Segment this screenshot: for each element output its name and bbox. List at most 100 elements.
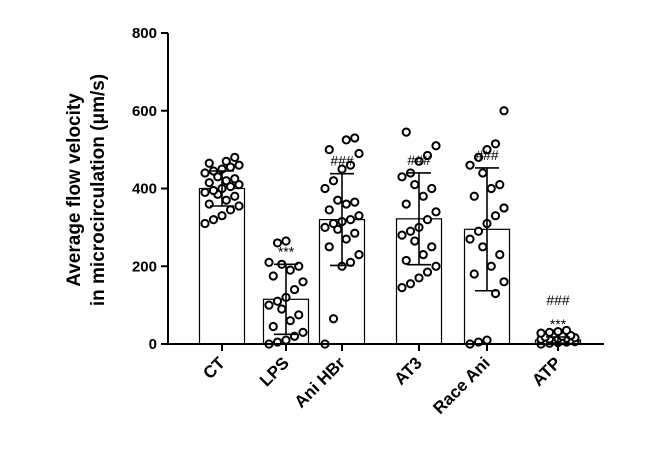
data-point	[341, 234, 351, 244]
data-point	[337, 164, 347, 174]
data-point	[217, 211, 227, 221]
data-point	[268, 321, 278, 332]
x-tick-label: Race Ani	[429, 353, 493, 417]
y-tick-label: 600	[132, 103, 157, 120]
data-point	[431, 141, 441, 151]
data-point	[486, 261, 496, 271]
data-point	[324, 242, 334, 252]
data-point	[272, 296, 283, 306]
data-point	[264, 300, 274, 310]
data-point	[490, 288, 501, 299]
data-point	[350, 133, 360, 143]
data-point	[234, 201, 244, 211]
data-point	[414, 273, 424, 283]
data-point	[324, 205, 334, 215]
data-point	[478, 242, 488, 252]
data-point	[427, 242, 437, 252]
data-point	[208, 185, 219, 196]
y-tick-label: 800	[132, 25, 157, 42]
data-point	[482, 335, 492, 345]
data-point	[324, 145, 334, 155]
x-tick-label: ATP	[528, 353, 565, 390]
significance-label: ***	[550, 316, 567, 332]
data-point	[422, 150, 433, 161]
data-point	[431, 261, 441, 271]
data-point	[431, 207, 441, 217]
data-point	[345, 160, 356, 170]
data-point	[410, 180, 420, 190]
data-point	[490, 139, 501, 149]
data-point	[221, 195, 231, 205]
data-point	[345, 215, 356, 225]
data-point	[200, 187, 210, 197]
data-point	[427, 183, 437, 194]
data-point	[230, 174, 240, 184]
data-point	[328, 176, 339, 186]
data-point	[422, 267, 433, 277]
data-point	[341, 135, 351, 145]
data-point	[397, 230, 407, 240]
data-point	[328, 218, 339, 229]
data-point	[354, 148, 364, 159]
data-point	[268, 271, 278, 281]
data-point	[499, 277, 509, 287]
data-point	[405, 279, 416, 289]
y-tick-label: 200	[132, 258, 157, 275]
data-point	[536, 328, 546, 338]
y-axis-title-line-1: Average flow velocity	[64, 93, 85, 287]
data-point	[320, 183, 330, 194]
data-point	[234, 180, 244, 190]
data-point	[397, 283, 407, 293]
x-tick-label: Ani HBr	[291, 353, 349, 411]
data-point	[418, 249, 428, 260]
data-point	[285, 316, 295, 326]
data-point	[354, 249, 364, 260]
data-point	[410, 236, 420, 246]
data-point	[298, 327, 308, 337]
data-point	[281, 335, 291, 345]
data-point	[499, 203, 509, 213]
y-tick-label: 400	[132, 181, 157, 198]
data-point	[281, 236, 291, 246]
data-point	[422, 215, 433, 225]
data-point	[200, 218, 210, 229]
data-point	[486, 183, 496, 194]
x-tick-label: AT3	[391, 353, 426, 388]
x-tick-label: CT	[199, 353, 229, 383]
data-point	[221, 156, 231, 166]
data-point	[401, 127, 411, 137]
data-point	[298, 277, 308, 287]
data-point	[225, 181, 236, 192]
y-axis-title: Average flow velocity in microcirculatio…	[64, 74, 109, 306]
y-tick-label: 0	[149, 336, 157, 353]
data-point	[495, 180, 505, 190]
data-point	[397, 172, 407, 182]
data-point	[294, 310, 304, 320]
data-point	[561, 325, 572, 335]
data-point	[285, 265, 295, 275]
data-point	[469, 269, 479, 279]
data-point	[204, 178, 214, 188]
data-point	[350, 197, 360, 207]
data-point	[490, 211, 501, 221]
data-point	[499, 106, 509, 116]
data-point	[320, 222, 330, 232]
data-point	[469, 191, 479, 201]
significance-label: ***	[278, 243, 295, 259]
data-point	[333, 195, 343, 205]
data-point	[465, 160, 475, 170]
data-point	[418, 191, 428, 201]
data-point	[234, 160, 244, 170]
data-point	[482, 145, 492, 155]
data-point	[473, 152, 484, 162]
data-point	[350, 228, 360, 238]
data-point	[221, 176, 231, 186]
significance-label: ###	[546, 292, 570, 308]
significance-label: ###	[330, 153, 354, 169]
data-point	[200, 168, 210, 178]
data-point	[544, 327, 555, 337]
data-point	[478, 168, 488, 178]
